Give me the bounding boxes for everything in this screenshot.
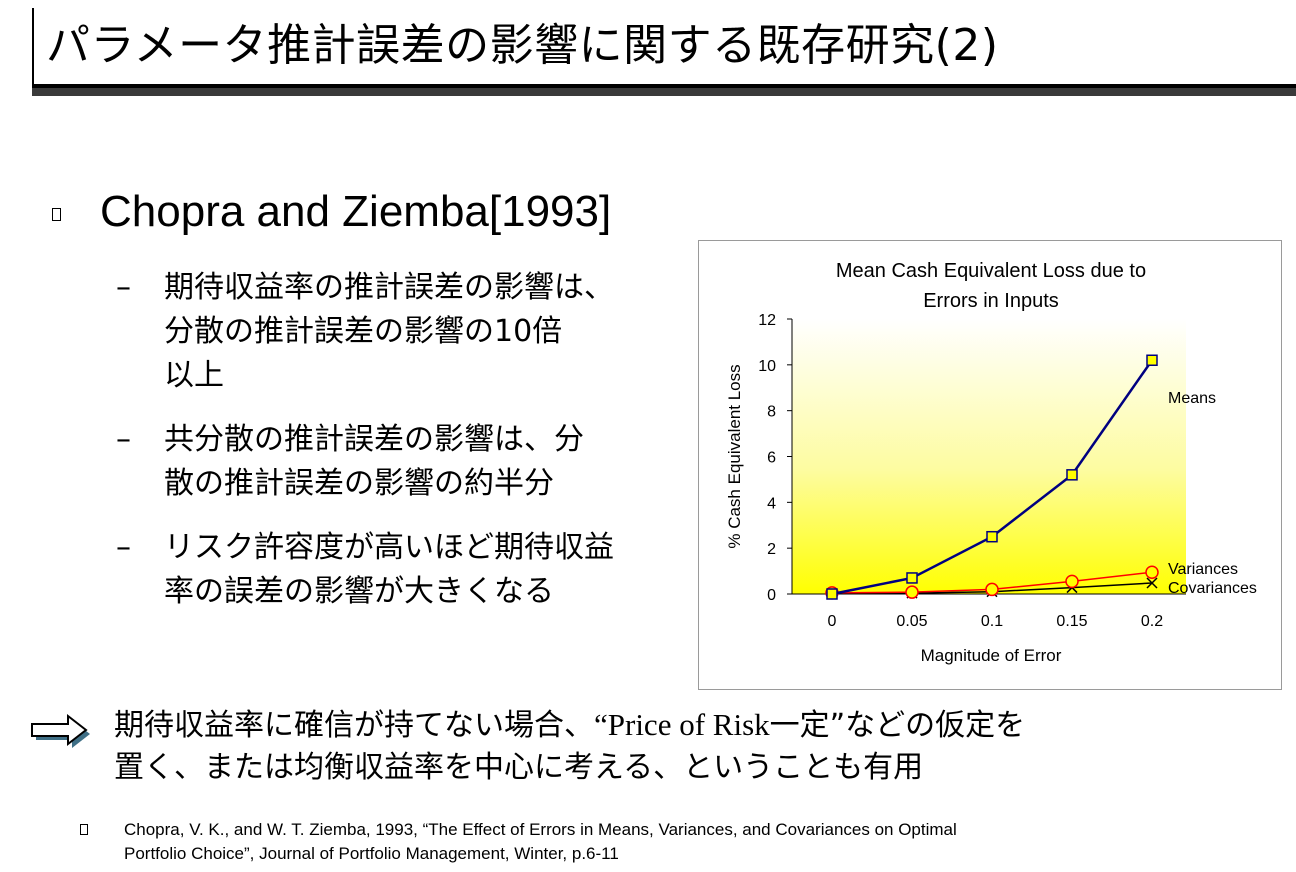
dash-bullet-icon: – xyxy=(116,422,131,457)
sub-bullet-text: 期待収益率の推計誤差の影響は、 分散の推計誤差の影響の10倍 以上 xyxy=(164,266,614,398)
page-title: パラメータ推計誤差の影響に関する既存研究(2) xyxy=(46,20,999,71)
x-tick-label: 0 xyxy=(828,613,837,630)
y-tick-label: 6 xyxy=(767,450,776,467)
x-tick-label: 0.15 xyxy=(1056,613,1087,630)
y-tick-label: 12 xyxy=(758,312,776,329)
title-underline xyxy=(32,84,1296,88)
x-tick-label: 0.05 xyxy=(896,613,927,630)
reference-citation: Chopra, V. K., and W. T. Ziemba, 1993, “… xyxy=(124,818,957,866)
sub-bullet-line: 散の推計誤差の影響の約半分 xyxy=(164,466,554,501)
data-point-variances xyxy=(905,585,919,599)
y-tick-label: 4 xyxy=(767,495,776,512)
y-tick-label: 8 xyxy=(767,404,776,421)
y-tick-label: 2 xyxy=(767,541,776,558)
right-arrow-icon xyxy=(31,713,90,748)
y-axis-label: % Cash Equivalent Loss xyxy=(725,364,744,548)
sub-bullet-line: 以上 xyxy=(164,358,224,393)
y-tick-label: 10 xyxy=(758,358,776,375)
x-tick-label: 0.1 xyxy=(981,613,1003,630)
chart-svg: Mean Cash Equivalent Loss due to Errors … xyxy=(725,260,1257,665)
dash-bullet-icon: – xyxy=(116,530,131,565)
conclusion-line: 置く、または均衡収益率を中心に考える、ということも有用 xyxy=(114,750,924,785)
conclusion-text: 期待収益率に確信が持てない場合、“Price of Risk一定”などの仮定を … xyxy=(114,704,1025,789)
main-heading: Chopra and Ziemba[1993] xyxy=(100,187,612,236)
plot-area xyxy=(792,319,1186,594)
sub-bullet-line: 期待収益率の推計誤差の影響は、 xyxy=(164,270,614,305)
sub-bullet-text: 共分散の推計誤差の影響は、分 散の推計誤差の影響の約半分 xyxy=(164,418,584,506)
sub-bullet-line: リスク許容度が高いほど期待収益 xyxy=(164,530,614,565)
reference-line: Chopra, V. K., and W. T. Ziemba, 1993, “… xyxy=(124,820,957,839)
x-tick-label: 0.2 xyxy=(1141,613,1163,630)
data-point-means xyxy=(826,588,838,600)
data-point-variances xyxy=(985,582,999,597)
conclusion-text-part: 期待収益率に確信が持てない場合、 xyxy=(114,708,594,743)
chart-series: Means Variances Covariances xyxy=(825,354,1257,600)
y-tick-label: 0 xyxy=(767,587,776,604)
reference-line: Portfolio Choice”, Journal of Portfolio … xyxy=(124,844,619,863)
sub-bullet-line: 分散の推計誤差の影響の10倍 xyxy=(164,314,563,349)
data-point-means xyxy=(1066,469,1078,481)
sub-bullet-text: リスク許容度が高いほど期待収益 率の誤差の影響が大きくなる xyxy=(164,526,614,614)
sub-bullet-line: 共分散の推計誤差の影響は、分 xyxy=(164,422,584,457)
square-bullet-icon xyxy=(52,208,61,221)
chart-title-line: Mean Cash Equivalent Loss due to xyxy=(836,260,1146,282)
conclusion-text-part: 一定”などの仮定を xyxy=(769,708,1026,743)
data-point-means xyxy=(1146,354,1158,366)
data-point-means xyxy=(906,572,918,584)
dash-bullet-icon: – xyxy=(116,270,131,305)
data-point-means xyxy=(986,530,998,543)
title-bar: パラメータ推計誤差の影響に関する既存研究(2) xyxy=(32,0,1296,98)
chart-container: Mean Cash Equivalent Loss due to Errors … xyxy=(698,240,1282,690)
series-label-variances: Variances xyxy=(1168,561,1238,578)
title-left-rule xyxy=(32,8,34,90)
series-label-covariances: Covariances xyxy=(1168,580,1257,597)
conclusion-line: 期待収益率に確信が持てない場合、“Price of Risk一定”などの仮定を xyxy=(114,704,1025,747)
data-point-covariances xyxy=(1146,577,1158,589)
sub-bullet-line: 率の誤差の影響が大きくなる xyxy=(164,574,554,609)
conclusion-quote: “Price of Risk xyxy=(594,707,770,742)
series-label-means: Means xyxy=(1168,390,1216,407)
square-bullet-icon xyxy=(80,824,88,835)
data-point-variances xyxy=(1065,574,1079,589)
x-axis-label: Magnitude of Error xyxy=(921,646,1062,665)
chart-title-line: Errors in Inputs xyxy=(923,290,1059,312)
data-point-variances xyxy=(1145,565,1159,579)
